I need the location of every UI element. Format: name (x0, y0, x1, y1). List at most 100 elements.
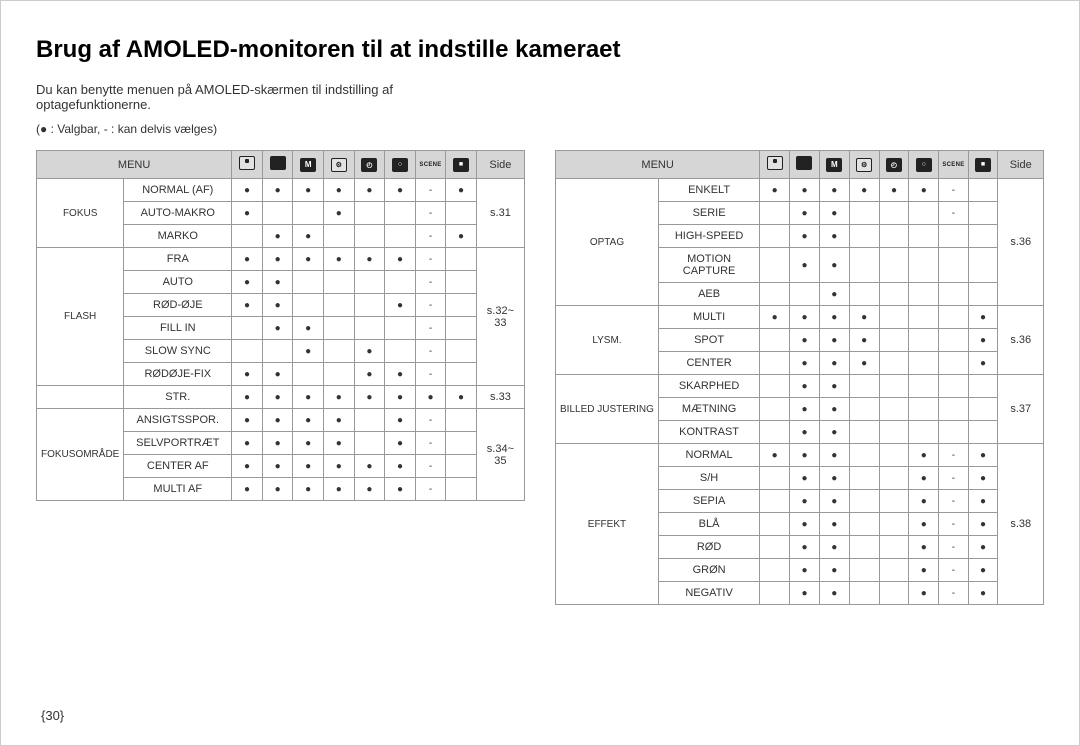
mark-cell: ● (262, 225, 293, 248)
item-cell: SKARPHED (658, 375, 759, 398)
table-row: FOKUSOMRÅDEANSIGTSSPOR.●●●●●-s.34~ 35 (37, 409, 525, 432)
mark-cell (968, 202, 998, 225)
mark-cell: ● (446, 386, 477, 409)
mark-cell: - (939, 444, 968, 467)
mark-cell (879, 536, 909, 559)
table-row: LYSM.MULTI●●●●●s.36 (556, 306, 1044, 329)
item-cell: AEB (658, 283, 759, 306)
item-cell: KONTRAST (658, 421, 759, 444)
mark-cell (385, 271, 416, 294)
mark-cell (760, 490, 790, 513)
mark-cell: ● (790, 582, 820, 605)
mark-cell (262, 202, 293, 225)
mark-cell: ● (968, 513, 998, 536)
mark-cell (760, 582, 790, 605)
mark-cell (446, 202, 477, 225)
mark-cell: ● (293, 317, 324, 340)
mark-cell (849, 375, 879, 398)
mark-cell (879, 283, 909, 306)
mark-cell (232, 225, 263, 248)
mode-icon-clock: ◴ (879, 151, 909, 179)
mark-cell: - (415, 248, 445, 271)
item-cell: ENKELT (658, 179, 759, 202)
table-header: MENUM⚙◴○SCENE■Side (556, 151, 1044, 179)
mark-cell (849, 444, 879, 467)
category-cell: FOKUSOMRÅDE (37, 409, 124, 501)
mark-cell (849, 467, 879, 490)
mark-cell (293, 363, 324, 386)
mark-cell (909, 375, 939, 398)
category-cell: EFFEKT (556, 444, 659, 605)
mark-cell (879, 582, 909, 605)
mark-cell (909, 283, 939, 306)
mark-cell: ● (909, 179, 939, 202)
mark-cell: ● (819, 283, 849, 306)
mark-cell (939, 225, 968, 248)
table-header: MENUM⚙◴○SCENE■Side (37, 151, 525, 179)
mark-cell (354, 294, 385, 317)
mark-cell: ● (293, 432, 324, 455)
item-cell: MARKO (124, 225, 232, 248)
mark-cell (849, 490, 879, 513)
mark-cell: ● (849, 306, 879, 329)
mark-cell: ● (968, 352, 998, 375)
mark-cell: ● (232, 386, 263, 409)
mark-cell: ● (262, 248, 293, 271)
side-cell: s.31 (476, 179, 524, 248)
mark-cell (324, 340, 355, 363)
mark-cell (293, 271, 324, 294)
mark-cell: ● (385, 455, 416, 478)
mark-cell (760, 421, 790, 444)
mark-cell (879, 444, 909, 467)
item-cell: RØD (658, 536, 759, 559)
mark-cell: ● (293, 455, 324, 478)
mark-cell: ● (324, 202, 355, 225)
mark-cell: ● (324, 409, 355, 432)
mark-cell: ● (262, 317, 293, 340)
side-cell: s.36 (998, 306, 1044, 375)
item-cell: FRA (124, 248, 232, 271)
item-cell: SELVPORTRÆT (124, 432, 232, 455)
mark-cell (446, 363, 477, 386)
mark-cell (790, 283, 820, 306)
mark-cell (385, 317, 416, 340)
mark-cell: ● (790, 513, 820, 536)
item-cell: S/H (658, 467, 759, 490)
mark-cell: ● (232, 271, 263, 294)
mark-cell: ● (968, 536, 998, 559)
category-cell: LYSM. (556, 306, 659, 375)
mark-cell (849, 513, 879, 536)
table-row: BILLED JUSTERINGSKARPHED●●s.37 (556, 375, 1044, 398)
mode-icon-magnify: ○ (385, 151, 416, 179)
mark-cell: ● (968, 306, 998, 329)
item-cell: MOTION CAPTURE (658, 248, 759, 283)
item-cell: MÆTNING (658, 398, 759, 421)
mark-cell (849, 283, 879, 306)
mark-cell: - (415, 225, 445, 248)
mark-cell: ● (790, 202, 820, 225)
intro-text: Du kan benytte menuen på AMOLED-skærmen … (36, 82, 496, 112)
mark-cell: ● (232, 248, 263, 271)
mark-cell: ● (354, 179, 385, 202)
mark-cell: ● (262, 179, 293, 202)
mark-cell (385, 340, 416, 363)
mark-cell (909, 306, 939, 329)
mark-cell: - (939, 559, 968, 582)
mark-cell: ● (790, 352, 820, 375)
mark-cell (385, 225, 416, 248)
mark-cell: ● (385, 432, 416, 455)
mark-cell (232, 340, 263, 363)
mark-cell (909, 225, 939, 248)
mark-cell (760, 375, 790, 398)
mark-cell (968, 375, 998, 398)
table-row: STR.●●●●●●●●s.33 (37, 386, 525, 409)
mark-cell (879, 225, 909, 248)
mark-cell: ● (262, 363, 293, 386)
mark-cell: ● (262, 432, 293, 455)
manual-page: Brug af AMOLED-monitoren til at indstill… (0, 0, 1080, 746)
mark-cell (939, 306, 968, 329)
left-menu-table: MENUM⚙◴○SCENE■Side FOKUSNORMAL (AF)●●●●●… (36, 150, 525, 501)
mark-cell: ● (293, 179, 324, 202)
mark-cell: ● (354, 386, 385, 409)
mark-cell: ● (232, 179, 263, 202)
